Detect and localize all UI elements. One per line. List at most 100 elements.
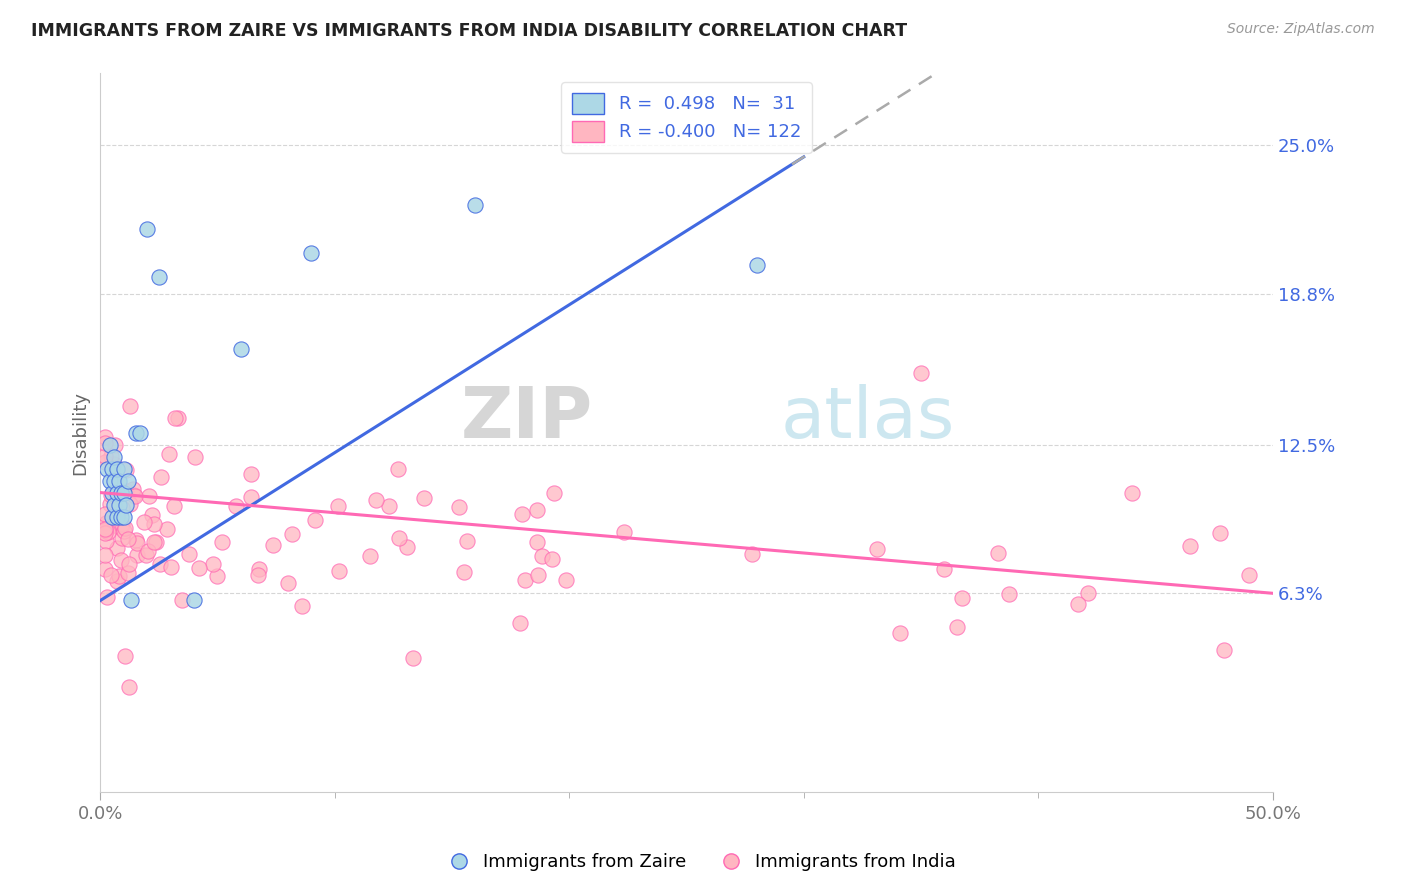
Point [513,573,536,587]
Point [117,474,139,488]
Point [105,508,128,522]
Point [114,648,136,663]
Point [449,500,471,515]
Point [115,498,138,512]
Point [543,485,565,500]
Point [94,522,117,536]
Point [932,562,955,576]
Point [110,485,132,500]
Text: ZIP: ZIP [461,384,593,453]
Point [1213,643,1236,657]
Point [366,492,388,507]
Point [112,485,135,500]
Point [456,533,478,548]
Point [117,566,139,581]
Point [94,507,117,521]
Point [129,425,152,440]
Point [94,548,117,562]
Point [111,500,134,515]
Point [207,569,229,583]
Point [946,620,969,634]
Point [125,536,148,550]
Point [613,525,636,540]
Point [387,462,409,476]
Point [101,461,124,475]
Point [145,534,167,549]
Point [96,590,118,604]
Point [464,198,486,212]
Point [453,565,475,579]
Point [741,548,763,562]
Point [103,457,125,471]
Point [247,561,270,575]
Point [328,499,350,513]
Point [125,533,148,547]
Point [112,524,135,539]
Point [112,461,135,475]
Point [910,366,932,380]
Point [117,532,139,546]
Point [170,593,193,607]
Point [120,399,142,413]
Point [107,574,129,588]
Point [110,517,132,532]
Point [328,564,350,578]
Point [108,498,131,512]
Point [156,521,179,535]
Point [239,490,262,504]
Point [108,569,131,583]
Point [531,549,554,563]
Point [103,474,125,488]
Point [104,487,127,501]
Point [165,410,187,425]
Point [98,474,121,488]
Point [526,567,548,582]
Point [183,450,205,464]
Point [177,547,200,561]
Point [395,541,418,555]
Point [1209,526,1232,541]
Point [101,485,124,500]
Point [105,509,128,524]
Point [202,557,225,571]
Point [225,499,247,513]
Point [96,524,118,539]
Point [94,523,117,537]
Point [889,626,911,640]
Point [94,455,117,469]
Point [103,450,125,464]
Point [105,485,128,500]
Point [135,548,157,562]
Point [388,531,411,545]
Text: Source: ZipAtlas.com: Source: ZipAtlas.com [1227,22,1375,37]
Text: atlas: atlas [780,384,955,453]
Point [149,557,172,571]
Point [100,568,122,582]
Point [124,489,146,503]
Point [304,512,326,526]
Point [105,461,128,475]
Point [96,461,118,475]
Point [950,591,973,605]
Point [94,430,117,444]
Point [112,509,135,524]
Legend: R =  0.498   N=  31, R = -0.400   N= 122: R = 0.498 N= 31, R = -0.400 N= 122 [561,82,813,153]
Point [188,561,211,575]
Point [104,487,127,501]
Point [1237,567,1260,582]
Text: IMMIGRANTS FROM ZAIRE VS IMMIGRANTS FROM INDIA DISABILITY CORRELATION CHART: IMMIGRANTS FROM ZAIRE VS IMMIGRANTS FROM… [31,22,907,40]
Point [402,651,425,665]
Point [115,484,138,499]
Point [745,258,768,272]
Point [120,593,142,607]
Point [98,497,121,511]
Point [1180,539,1202,553]
Point [110,553,132,567]
Point [100,488,122,502]
Point [125,548,148,562]
Point [97,520,120,534]
Legend: Immigrants from Zaire, Immigrants from India: Immigrants from Zaire, Immigrants from I… [443,847,963,879]
Point [117,680,139,694]
Point [1121,485,1143,500]
Point [98,437,121,451]
